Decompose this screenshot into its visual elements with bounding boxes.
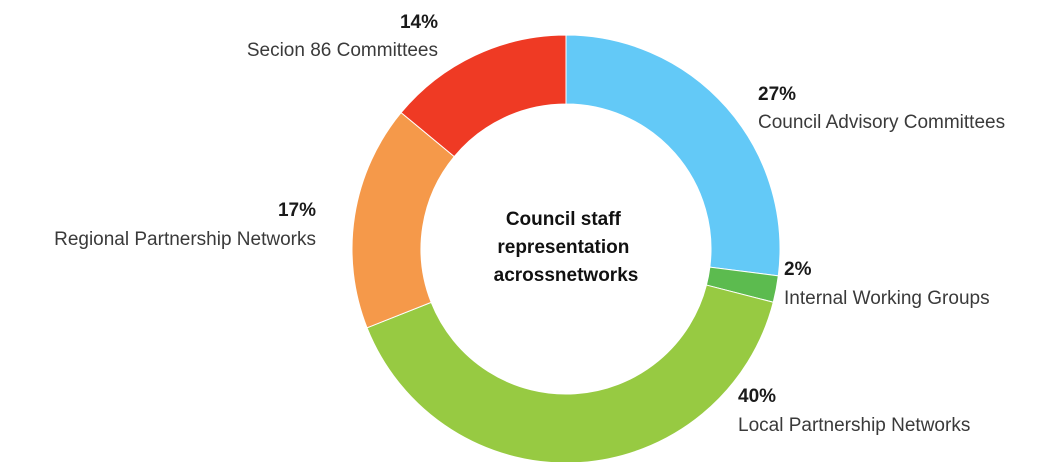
slice-regional-partnership-networks [351,111,455,329]
slice-council-advisory-committees [565,34,781,277]
slice-value-label-council-advisory: 27% [758,84,796,105]
center-label-line-3: acrossnetworks [494,265,639,286]
slice-value-label-section-86: 14% [400,12,438,33]
slices [351,34,781,462]
slice-value-label-internal-working: 2% [784,259,812,280]
center-label-line-2: representation [497,237,629,258]
slice-category-label-internal-working: Internal Working Groups [784,288,990,309]
slice-category-label-local-partnership: Local Partnership Networks [738,415,970,436]
slice-category-label-council-advisory: Council Advisory Committees [758,112,1005,133]
slice-value-label-local-partnership: 40% [738,386,776,407]
slice-category-label-section-86: Secion 86 Committees [247,40,438,61]
center-label-line-1: Council staff [506,209,622,230]
slice-secion-86-committees [400,34,567,158]
center-label: Council staff representation acrossnetwo… [494,209,639,286]
slice-local-partnership-networks [366,284,774,462]
slice-value-label-regional-partnership: 17% [278,200,316,221]
slice-category-label-regional-partnership: Regional Partnership Networks [54,229,316,250]
